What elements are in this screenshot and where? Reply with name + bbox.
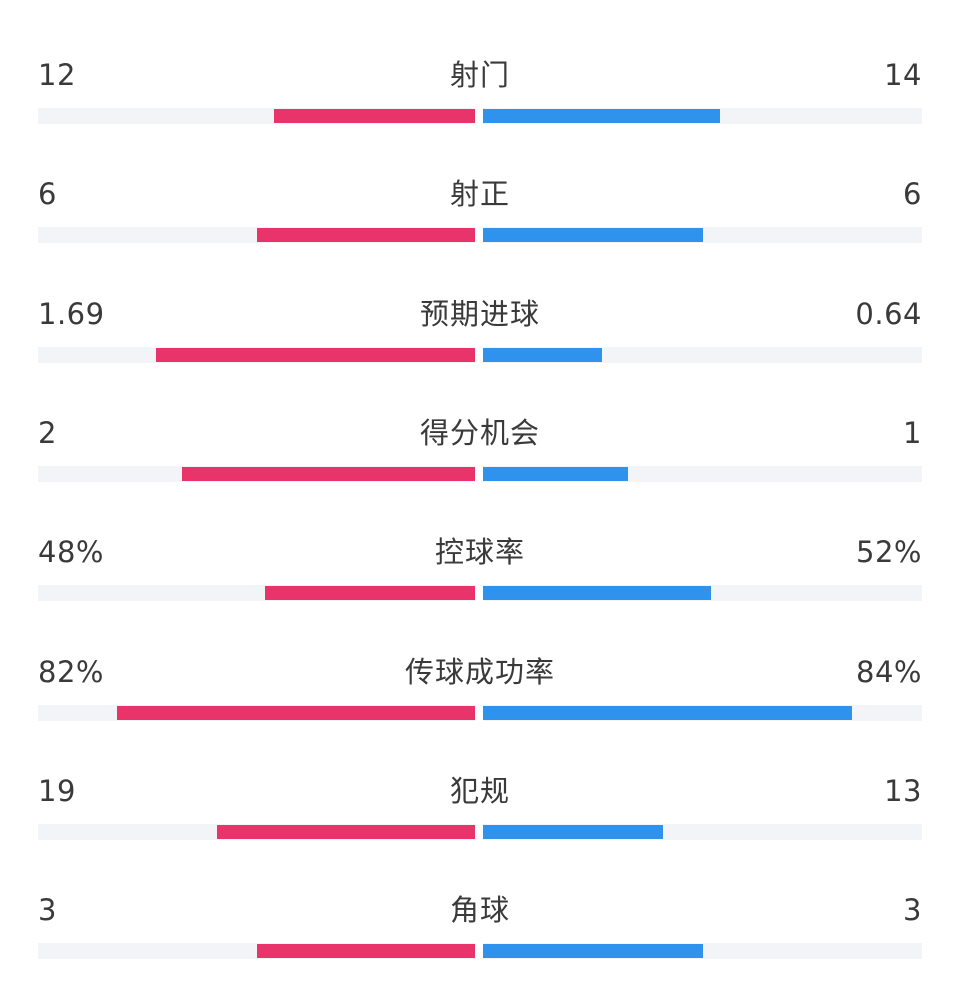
- home-value: 19: [38, 774, 76, 808]
- away-value: 14: [884, 58, 922, 92]
- stat-row-big-chances: 2 得分机会 1: [0, 358, 960, 482]
- home-bar: [256, 228, 475, 242]
- away-bar: [483, 706, 852, 720]
- stat-name: 角球: [449, 893, 510, 927]
- home-value: 2: [38, 416, 57, 450]
- stat-name: 射门: [449, 58, 510, 92]
- home-bar-track: [38, 824, 475, 840]
- home-bar: [217, 825, 475, 839]
- stat-name: 犯规: [449, 774, 510, 808]
- home-bar-track: [38, 227, 475, 243]
- stat-name: 预期进球: [419, 297, 540, 331]
- stat-labels: 12 射门 14: [38, 53, 922, 97]
- stat-row-fouls: 19 犯规 13: [0, 716, 960, 840]
- stat-labels: 82% 传球成功率 84%: [38, 650, 922, 694]
- home-bar-track: [38, 108, 475, 124]
- stat-name: 控球率: [434, 535, 525, 569]
- stat-labels: 6 射正 6: [38, 172, 922, 216]
- home-bar-track: [38, 466, 475, 482]
- away-value: 84%: [856, 655, 922, 689]
- home-bar-track: [38, 705, 475, 721]
- away-value: 0.64: [855, 297, 922, 331]
- home-bar-track: [38, 347, 475, 363]
- stat-row-shots-on-target: 6 射正 6: [0, 119, 960, 243]
- away-bar: [483, 109, 721, 123]
- away-bar: [483, 944, 703, 958]
- home-bar-track: [38, 943, 475, 959]
- away-bar-track: [483, 943, 922, 959]
- home-value: 3: [38, 893, 57, 927]
- comparison-bar: [38, 347, 922, 363]
- away-bar-track: [483, 347, 922, 363]
- home-value: 6: [38, 177, 57, 211]
- away-value: 13: [884, 774, 922, 808]
- stat-row-pass-accuracy: 82% 传球成功率 84%: [0, 597, 960, 721]
- away-value: 1: [903, 416, 922, 450]
- stat-row-expected-goals: 1.69 预期进球 0.64: [0, 239, 960, 363]
- away-bar-track: [483, 227, 922, 243]
- comparison-bar: [38, 943, 922, 959]
- comparison-bar: [38, 705, 922, 721]
- home-value: 12: [38, 58, 76, 92]
- home-value: 1.69: [38, 297, 105, 331]
- stat-labels: 48% 控球率 52%: [38, 530, 922, 574]
- comparison-bar: [38, 227, 922, 243]
- home-bar: [156, 348, 475, 362]
- stat-labels: 3 角球 3: [38, 888, 922, 932]
- away-value: 52%: [856, 535, 922, 569]
- away-bar: [483, 348, 602, 362]
- comparison-bar: [38, 108, 922, 124]
- away-bar-track: [483, 824, 922, 840]
- comparison-bar: [38, 585, 922, 601]
- stat-labels: 2 得分机会 1: [38, 411, 922, 455]
- stat-name: 射正: [449, 177, 510, 211]
- away-bar-track: [483, 705, 922, 721]
- comparison-bar: [38, 824, 922, 840]
- stat-row-possession: 48% 控球率 52%: [0, 477, 960, 601]
- stat-labels: 1.69 预期进球 0.64: [38, 292, 922, 336]
- away-bar: [483, 228, 703, 242]
- home-bar: [116, 706, 475, 720]
- home-bar: [182, 467, 475, 481]
- home-value: 82%: [38, 655, 104, 689]
- home-bar: [256, 944, 475, 958]
- away-bar-track: [483, 585, 922, 601]
- stat-row-shots: 12 射门 14: [0, 0, 960, 124]
- stat-row-corners: 3 角球 3: [0, 835, 960, 959]
- away-bar-track: [483, 466, 922, 482]
- home-value: 48%: [38, 535, 104, 569]
- away-value: 3: [903, 893, 922, 927]
- away-bar: [483, 467, 628, 481]
- away-value: 6: [903, 177, 922, 211]
- away-bar-track: [483, 108, 922, 124]
- away-bar: [483, 825, 663, 839]
- home-bar: [265, 586, 475, 600]
- stat-name: 传球成功率: [404, 655, 555, 689]
- stat-labels: 19 犯规 13: [38, 769, 922, 813]
- home-bar-track: [38, 585, 475, 601]
- comparison-bar: [38, 466, 922, 482]
- away-bar: [483, 586, 712, 600]
- stat-name: 得分机会: [419, 416, 540, 450]
- home-bar: [273, 109, 475, 123]
